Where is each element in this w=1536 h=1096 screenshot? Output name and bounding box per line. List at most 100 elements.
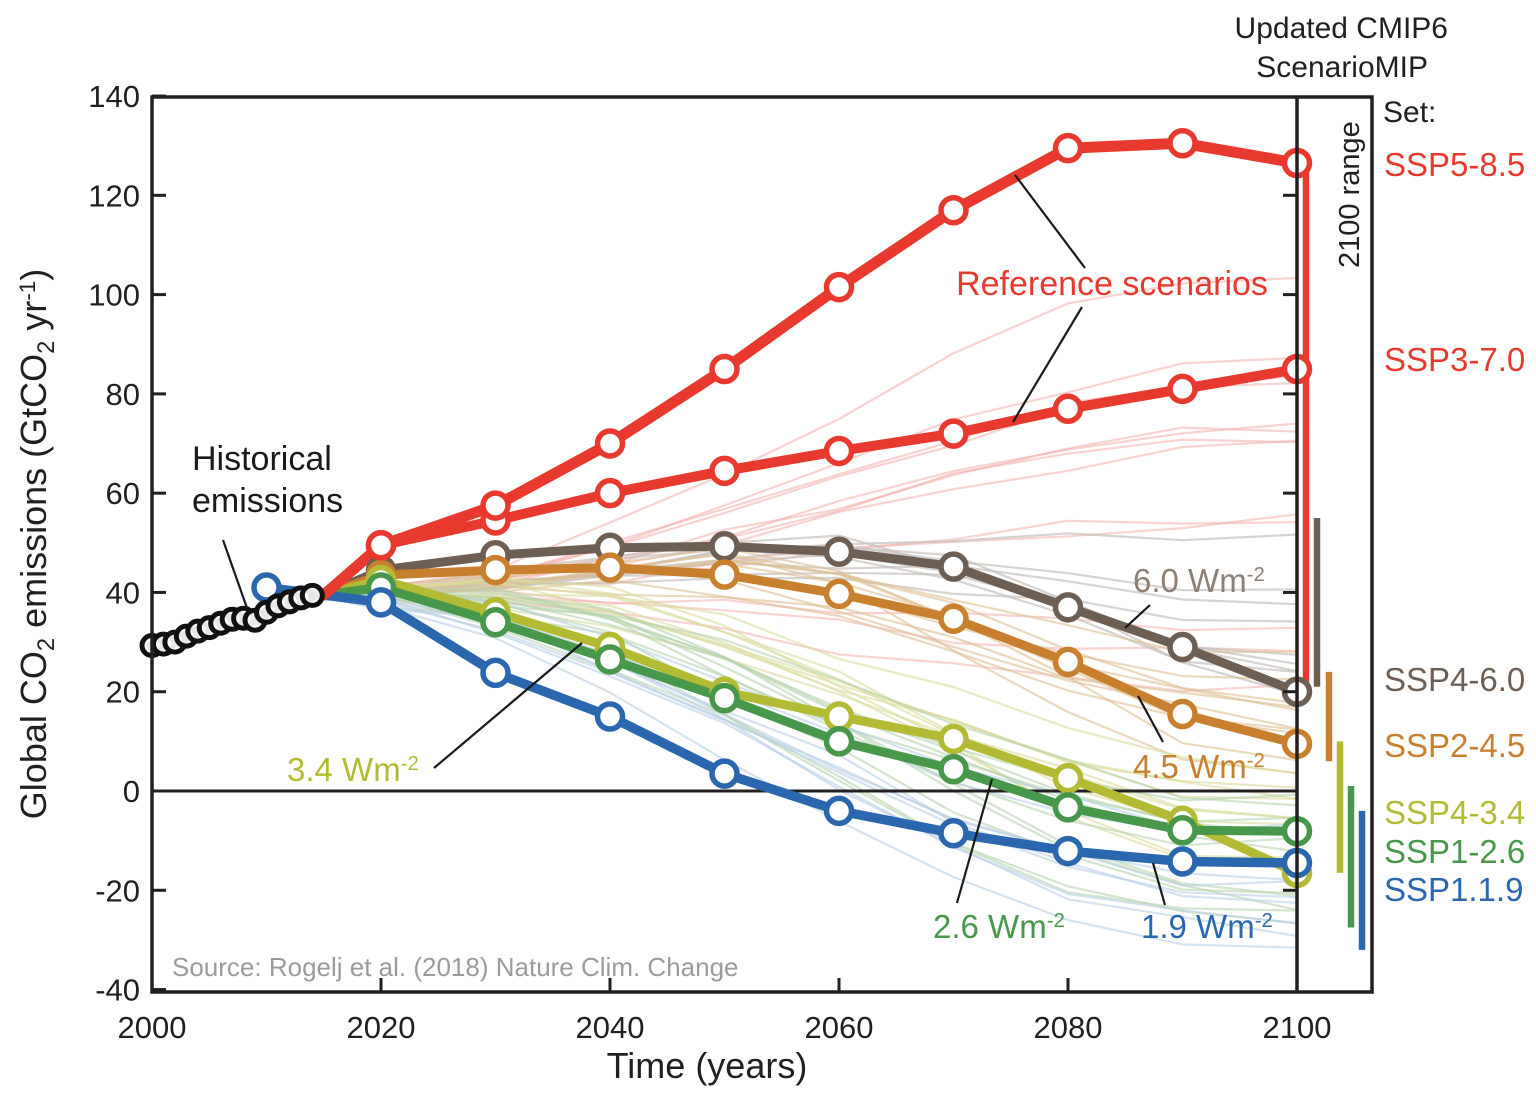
y-tick-label: 40 bbox=[106, 575, 140, 610]
callout-line-w19 bbox=[1151, 862, 1167, 906]
legend-ssp4-3.4: SSP4-3.4 bbox=[1384, 794, 1526, 831]
marker-ssp1-19 bbox=[1167, 846, 1198, 877]
x-tick-label: 2060 bbox=[805, 1010, 874, 1045]
annotation-w60: 6.0 Wm-2 bbox=[1133, 562, 1265, 599]
plot-frame bbox=[150, 95, 1374, 994]
y-tick-label: 80 bbox=[106, 377, 140, 412]
marker-ssp4-60 bbox=[823, 536, 855, 567]
marker-ssp1-19 bbox=[823, 795, 855, 827]
line-ssp3-70 bbox=[318, 364, 1302, 600]
legend-ssp3-7.0: SSP3-7.0 bbox=[1384, 341, 1526, 378]
marker-ssp3-70 bbox=[1052, 393, 1084, 425]
y-tick-label: 140 bbox=[88, 79, 140, 114]
annotation-reference: Reference scenarios bbox=[956, 265, 1268, 303]
legend-ssp1-1.9: SSP1.1.9 bbox=[1384, 871, 1524, 908]
legend-ssp1-2.6: SSP1-2.6 bbox=[1384, 833, 1526, 870]
y-tick-label: -40 bbox=[95, 973, 140, 1008]
x-tick-label: 2000 bbox=[118, 1010, 187, 1045]
marker-ssp3-70 bbox=[594, 477, 626, 509]
marker-ssp4-34 bbox=[1052, 762, 1084, 794]
y-tick-label: 60 bbox=[106, 476, 140, 511]
legend-ssp2-4.5: SSP2-4.5 bbox=[1384, 727, 1526, 764]
line-ssp1-19 bbox=[261, 582, 1302, 868]
marker-ssp5-85 bbox=[709, 353, 740, 385]
historical-series bbox=[139, 582, 325, 659]
callout-line-hist-2 bbox=[221, 539, 249, 609]
marker-ssp1-26 bbox=[938, 753, 969, 785]
marker-ssp5-85 bbox=[594, 428, 626, 459]
marker-ssp5-85 bbox=[823, 271, 855, 303]
x-tick-label: 2100 bbox=[1263, 1010, 1332, 1045]
annotation-w34: 3.4 Wm-2 bbox=[287, 751, 419, 788]
scenario-markers bbox=[251, 127, 1313, 889]
marker-ssp4-60 bbox=[1052, 592, 1084, 623]
marker-ssp2-45 bbox=[709, 559, 740, 590]
marker-ssp4-60 bbox=[938, 551, 969, 582]
marker-ssp4-34 bbox=[823, 701, 855, 732]
x-tick-label: 2080 bbox=[1034, 1010, 1103, 1045]
marker-ssp1-26 bbox=[1052, 792, 1084, 823]
y-tick-label: 120 bbox=[88, 178, 140, 213]
annotation-hist-1: Historical bbox=[192, 440, 332, 478]
x-tick-label: 2040 bbox=[576, 1010, 645, 1045]
annotation-w19: 1.9 Wm-2 bbox=[1141, 908, 1273, 945]
x-axis-label: Time (years) bbox=[607, 1045, 808, 1086]
callout-line-reference bbox=[1012, 306, 1083, 423]
marker-ssp5-85 bbox=[938, 194, 969, 226]
range-bars bbox=[1302, 155, 1366, 950]
marker-ssp5-85 bbox=[480, 490, 511, 521]
marker-ssp1-26 bbox=[480, 606, 511, 638]
annotation-hist-2: emissions bbox=[192, 482, 343, 520]
marker-ssp3-70 bbox=[823, 435, 855, 467]
callout-line-w45 bbox=[1137, 695, 1164, 743]
marker-ssp4-34 bbox=[938, 723, 969, 755]
marker-ssp1-26 bbox=[594, 644, 626, 675]
marker-ssp3-70 bbox=[1167, 373, 1198, 405]
annotations: Historical emissions Reference scenarios 6.… bbox=[192, 174, 1273, 945]
marker-ssp5-85 bbox=[1052, 132, 1084, 164]
marker-ssp3-70 bbox=[938, 418, 969, 449]
y-tick-label: -20 bbox=[95, 873, 140, 908]
marker-ssp1-19 bbox=[709, 758, 740, 789]
y-axis-label: Global CO2 emissions (GtCO2 yr-1) bbox=[13, 269, 60, 819]
header-line1: Updated CMIP6 bbox=[1234, 12, 1448, 45]
callout-line-reference bbox=[1014, 174, 1086, 269]
marker-ssp2-45 bbox=[594, 552, 626, 583]
marker-ssp4-60 bbox=[709, 531, 740, 562]
ensemble-ref-pink bbox=[323, 276, 1298, 693]
callout-line-w26 bbox=[955, 778, 994, 904]
range-2100-label: 2100 range bbox=[1334, 121, 1366, 268]
marker-ssp2-45 bbox=[1167, 698, 1198, 730]
marker-ssp1-26 bbox=[1167, 814, 1198, 846]
annotation-w45: 4.5 Wm-2 bbox=[1133, 748, 1265, 785]
marker-ssp3-70 bbox=[709, 455, 740, 487]
x-tick-label: 2020 bbox=[347, 1010, 416, 1045]
marker-ssp2-45 bbox=[1052, 646, 1084, 678]
line-ssp4-34 bbox=[319, 575, 1302, 878]
callout-line-w34 bbox=[433, 642, 583, 769]
marker-ssp1-26 bbox=[823, 726, 855, 757]
legend-ssp5-8.5: SSP5-8.5 bbox=[1384, 146, 1526, 183]
marker-ssp1-19 bbox=[365, 587, 397, 618]
y-tick-label: 100 bbox=[88, 278, 140, 313]
line-ssp1-26 bbox=[319, 583, 1302, 836]
y-tick-label: 0 bbox=[123, 774, 140, 809]
source-note: Source: Rogelj et al. (2018) Nature Clim… bbox=[172, 952, 739, 982]
set-label: Set: bbox=[1383, 96, 1437, 129]
header-line2: ScenarioMIP bbox=[1256, 51, 1428, 84]
callout-line-w60 bbox=[1124, 604, 1151, 629]
marker-ssp2-45 bbox=[823, 578, 855, 610]
legend-ssp4-6.0: SSP4-6.0 bbox=[1384, 661, 1526, 698]
marker-ssp1-26 bbox=[709, 682, 740, 714]
marker-ssp1-19 bbox=[938, 817, 969, 849]
y-tick-label: 20 bbox=[106, 675, 140, 710]
marker-ssp2-45 bbox=[480, 554, 511, 586]
marker-ssp1-19 bbox=[480, 657, 511, 689]
marker-ssp4-60 bbox=[1167, 631, 1198, 663]
marker-ssp2-45 bbox=[938, 603, 969, 634]
marker-ssp1-19 bbox=[1052, 835, 1084, 867]
scenario-lines bbox=[261, 137, 1303, 878]
